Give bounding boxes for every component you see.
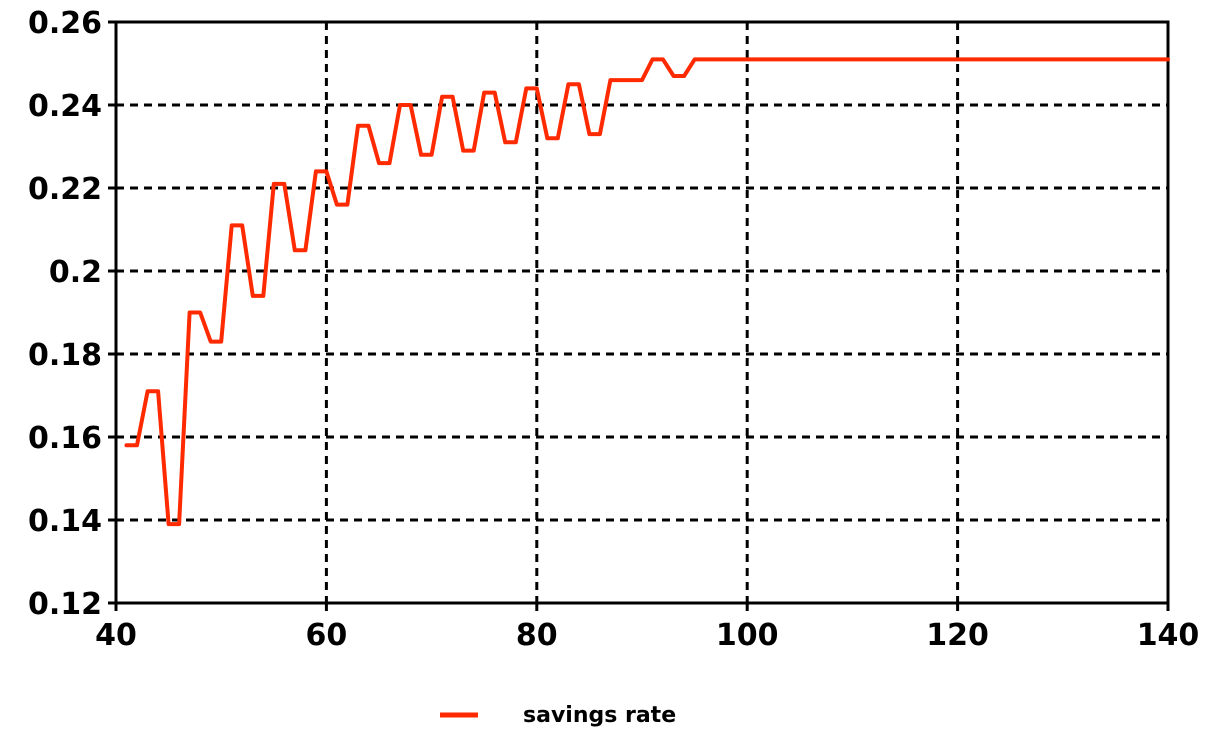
x-tick-label: 60 bbox=[306, 618, 348, 653]
series-line-savings-rate bbox=[124, 57, 1170, 527]
legend-label: savings rate bbox=[523, 703, 676, 728]
y-tick-label: 0.14 bbox=[28, 504, 102, 539]
x-tick-label: 140 bbox=[1137, 618, 1200, 653]
x-tick-label: 100 bbox=[716, 618, 779, 653]
series-layer bbox=[124, 57, 1170, 527]
plot-frame bbox=[114, 20, 1170, 605]
grid bbox=[116, 22, 1168, 603]
x-tick-label: 120 bbox=[926, 618, 989, 653]
y-tick-label: 0.24 bbox=[28, 89, 102, 124]
y-tick-label: 0.2 bbox=[49, 255, 102, 290]
axes: 40 60 80 100 120 140 0.12 0.14 0.16 0.18 0.2 0.22 0.… bbox=[28, 6, 1199, 653]
y-tick-label: 0.18 bbox=[28, 338, 102, 373]
y-tick-label: 0.22 bbox=[28, 172, 102, 207]
x-tick-label: 40 bbox=[95, 618, 137, 653]
legend: savings rate bbox=[440, 703, 676, 728]
y-tick-label: 0.16 bbox=[28, 421, 102, 456]
x-tick-label: 80 bbox=[516, 618, 558, 653]
y-tick-label: 0.26 bbox=[28, 6, 102, 41]
y-tick-label: 0.12 bbox=[28, 587, 102, 622]
